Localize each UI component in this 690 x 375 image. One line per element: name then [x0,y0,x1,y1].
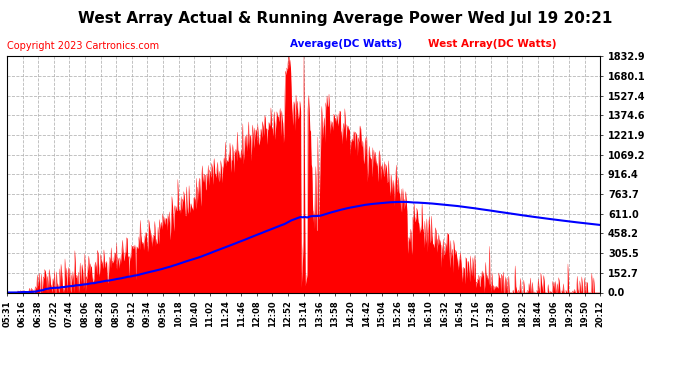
Text: West Array Actual & Running Average Power Wed Jul 19 20:21: West Array Actual & Running Average Powe… [78,11,612,26]
Text: Copyright 2023 Cartronics.com: Copyright 2023 Cartronics.com [7,41,159,51]
Text: West Array(DC Watts): West Array(DC Watts) [428,39,556,50]
Text: Average(DC Watts): Average(DC Watts) [290,39,402,50]
